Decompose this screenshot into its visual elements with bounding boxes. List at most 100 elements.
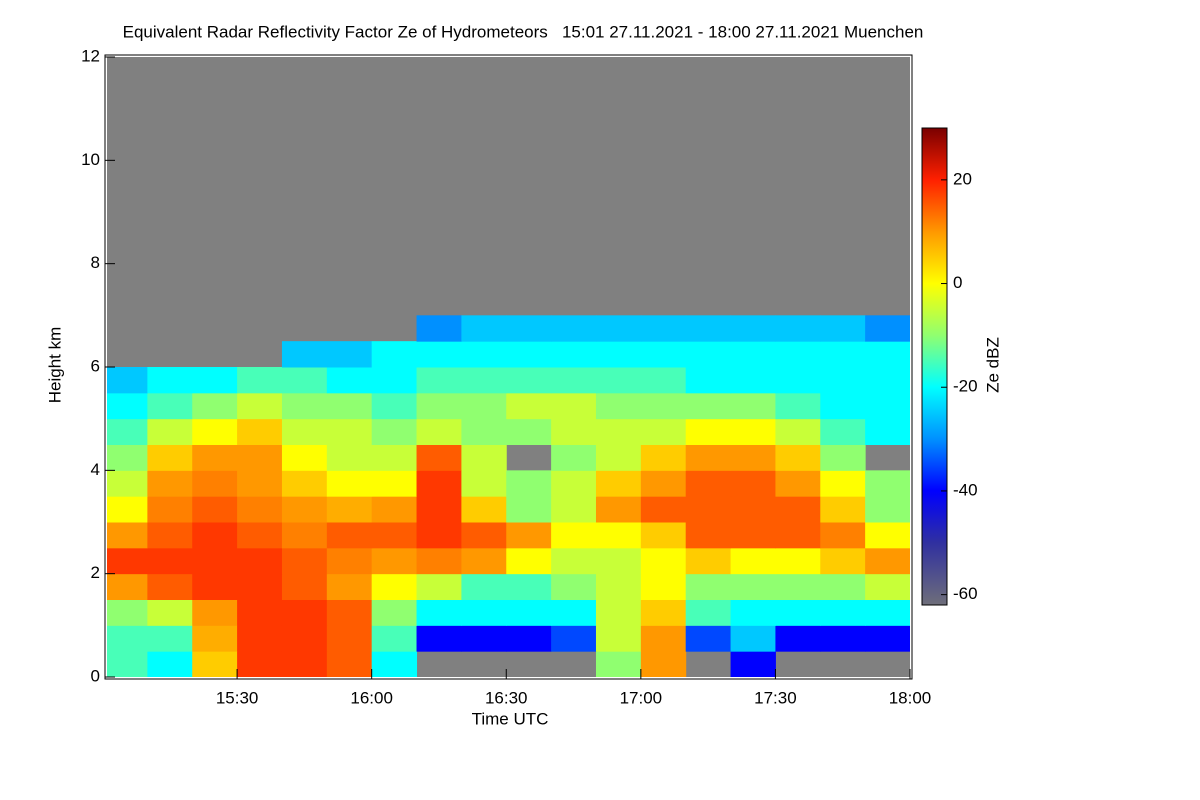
heatmap-cell	[326, 444, 373, 471]
heatmap-cell	[281, 470, 328, 497]
colorbar-tick-label: -40	[953, 480, 978, 499]
heatmap-cell	[461, 599, 507, 626]
heatmap-cell	[640, 470, 687, 497]
heatmap-cell	[371, 573, 418, 600]
y-tick-label: 0	[91, 666, 100, 685]
heatmap-cell	[865, 392, 910, 420]
heatmap-cell	[147, 522, 193, 549]
heatmap-cell	[461, 418, 507, 445]
heatmap-cell	[730, 341, 776, 368]
heatmap-cell	[416, 315, 462, 342]
heatmap-cell	[192, 496, 238, 523]
heatmap-cell	[730, 573, 776, 600]
heatmap-cell	[237, 547, 283, 575]
heatmap-cell	[147, 418, 193, 445]
heatmap-cell	[730, 444, 776, 471]
heatmap-cell	[107, 392, 148, 420]
heatmap-cell	[371, 522, 418, 549]
heatmap-cell	[326, 599, 373, 626]
heatmap-cell	[820, 496, 866, 523]
heatmap-cell	[775, 367, 821, 394]
heatmap-cell	[730, 470, 776, 497]
heatmap-cell	[595, 522, 642, 549]
x-tick-label: 16:30	[485, 688, 528, 707]
y-axis-label: Height km	[45, 327, 64, 404]
heatmap-cell	[416, 341, 462, 368]
heatmap-cell	[237, 470, 283, 497]
heatmap-cell	[595, 599, 642, 626]
heatmap-cell	[506, 599, 552, 626]
heatmap-cell	[506, 573, 552, 600]
heatmap-cell	[865, 418, 910, 445]
heatmap-cell	[192, 573, 238, 600]
heatmap-cell	[595, 651, 642, 677]
heatmap-cell	[416, 392, 462, 420]
heatmap-cell	[640, 367, 687, 394]
heatmap-cell	[775, 547, 821, 575]
heatmap-cell	[775, 315, 821, 342]
heatmap-cell	[461, 573, 507, 600]
heatmap-cell	[775, 573, 821, 600]
heatmap-cell	[237, 651, 283, 677]
heatmap-cell	[865, 573, 910, 600]
x-tick-label: 15:30	[216, 688, 259, 707]
heatmap-cell	[820, 392, 866, 420]
heatmap-cell	[147, 599, 193, 626]
heatmap-cell	[775, 418, 821, 445]
heatmap-cell	[595, 315, 642, 342]
heatmap-cell	[685, 470, 732, 497]
heatmap-cell	[192, 599, 238, 626]
heatmap-cell	[237, 496, 283, 523]
heatmap-cell	[281, 496, 328, 523]
heatmap-cell	[685, 522, 732, 549]
heatmap-cell	[461, 315, 507, 342]
heatmap-cell	[416, 418, 462, 445]
heatmap-cell	[326, 470, 373, 497]
heatmap-cell	[595, 392, 642, 420]
heatmap-cell	[820, 625, 866, 652]
heatmap-cell	[820, 470, 866, 497]
heatmap	[107, 315, 910, 677]
y-tick-label: 6	[91, 356, 100, 375]
heatmap-cell	[685, 315, 732, 342]
heatmap-cell	[640, 522, 687, 549]
heatmap-cell	[461, 341, 507, 368]
chart-title: Equivalent Radar Reflectivity Factor Ze …	[123, 22, 924, 41]
heatmap-cell	[371, 651, 418, 677]
heatmap-cell	[730, 625, 776, 652]
colorbar-tick-label: -60	[953, 584, 978, 603]
heatmap-cell	[281, 625, 328, 652]
heatmap-cell	[865, 599, 910, 626]
heatmap-cell	[551, 625, 597, 652]
heatmap-cell	[281, 444, 328, 471]
heatmap-cell	[506, 418, 552, 445]
heatmap-cell	[237, 625, 283, 652]
heatmap-cell	[775, 444, 821, 471]
heatmap-cell	[865, 367, 910, 394]
heatmap-cell	[685, 444, 732, 471]
heatmap-cell	[326, 625, 373, 652]
heatmap-cell	[371, 341, 418, 368]
heatmap-cell	[416, 444, 462, 471]
heatmap-cell	[595, 496, 642, 523]
heatmap-cell	[551, 496, 597, 523]
heatmap-cell	[775, 625, 821, 652]
heatmap-cell	[416, 547, 462, 575]
heatmap-cell	[506, 547, 552, 575]
heatmap-cell	[107, 547, 148, 575]
heatmap-cell	[865, 496, 910, 523]
heatmap-cell	[237, 367, 283, 394]
heatmap-cell	[551, 392, 597, 420]
heatmap-cell	[551, 367, 597, 394]
heatmap-cell	[107, 522, 148, 549]
heatmap-cell	[192, 651, 238, 677]
heatmap-cell	[147, 573, 193, 600]
heatmap-cell	[730, 392, 776, 420]
heatmap-cell	[685, 547, 732, 575]
heatmap-cell	[551, 599, 597, 626]
heatmap-cell	[685, 392, 732, 420]
heatmap-cell	[371, 392, 418, 420]
heatmap-cell	[281, 392, 328, 420]
heatmap-cell	[416, 470, 462, 497]
